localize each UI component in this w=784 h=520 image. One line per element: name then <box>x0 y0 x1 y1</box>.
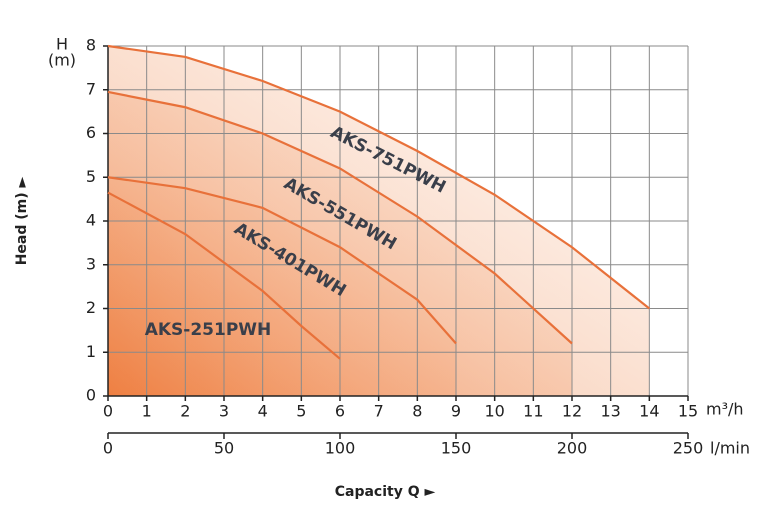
x-tick-label: 12 <box>562 402 582 421</box>
x-tick-label: 15 <box>678 402 698 421</box>
y-tick-label: 8 <box>86 36 96 55</box>
x-tick-label: 3 <box>219 402 229 421</box>
x2-tick-label: 50 <box>214 439 234 458</box>
y-unit: (m) <box>48 51 76 70</box>
x-tick-label: 13 <box>600 402 620 421</box>
x2-tick-label: 250 <box>673 439 704 458</box>
x-tick-label: 4 <box>258 402 268 421</box>
y-tick-label: 7 <box>86 79 96 98</box>
x-axis-title: Capacity Q ► <box>335 484 436 500</box>
x-tick-label: 6 <box>335 402 345 421</box>
curve <box>107 90 573 345</box>
y-tick-label: 6 <box>86 123 96 142</box>
y-tick-label: 2 <box>86 298 96 317</box>
x-tick-label: 9 <box>451 402 461 421</box>
x-tick-label: 2 <box>180 402 190 421</box>
x-unit: m³/h <box>706 400 744 419</box>
x2-tick-label: 0 <box>103 439 113 458</box>
x-tick-label: 1 <box>142 402 152 421</box>
x-tick-label: 5 <box>296 402 306 421</box>
x2-tick-label: 100 <box>325 439 356 458</box>
y-unit: H <box>56 35 68 54</box>
x-tick-label: 14 <box>639 402 659 421</box>
x2-tick-label: 150 <box>441 439 472 458</box>
curve-label: AKS-251PWH <box>145 320 272 340</box>
x-tick-label: 7 <box>374 402 384 421</box>
x-tick-label: 10 <box>484 402 504 421</box>
y-tick-label: 1 <box>86 342 96 361</box>
x2-tick-label: 200 <box>557 439 588 458</box>
x-tick-label: 8 <box>412 402 422 421</box>
y-axis-title: Head (m) ► <box>14 176 30 265</box>
x-tick-label: 11 <box>523 402 543 421</box>
y-tick-label: 3 <box>86 254 96 273</box>
curve <box>107 44 651 310</box>
curve <box>107 191 341 360</box>
y-tick-label: 5 <box>86 167 96 186</box>
x2-unit: l/min <box>710 439 750 458</box>
y-tick-label: 0 <box>86 386 96 405</box>
curve <box>107 176 457 345</box>
y-tick-label: 4 <box>86 211 96 230</box>
x-tick-label: 0 <box>103 402 113 421</box>
